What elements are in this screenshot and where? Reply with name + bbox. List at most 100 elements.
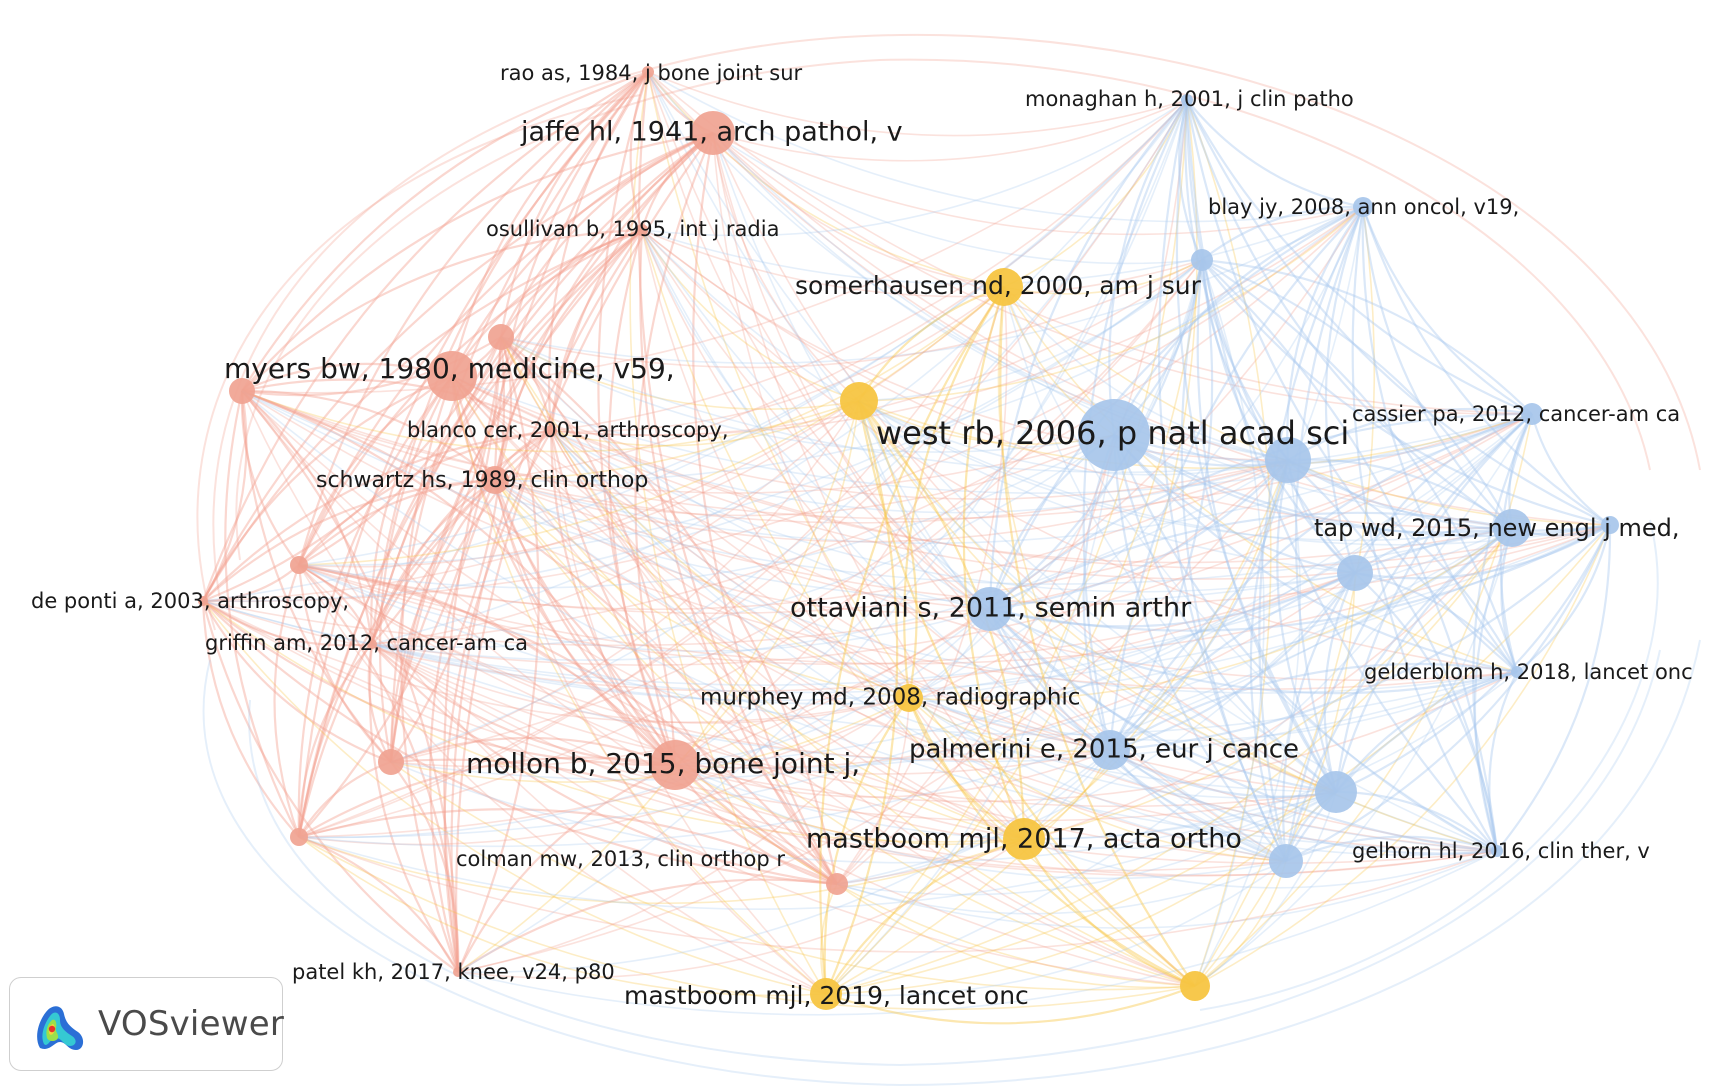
link-somerhausen-mastboom2017 (962, 286, 1026, 840)
link-somerhausen-gelderblom (1003, 286, 1518, 673)
link-griffin-patel (368, 643, 459, 973)
link-blanco-gelhorn (550, 430, 1498, 852)
link-r_left2-r_left4 (273, 564, 301, 838)
link-jaffe-r_osul2 (500, 131, 714, 338)
node-colman[interactable] (826, 873, 848, 895)
node-b_low[interactable] (1269, 844, 1303, 878)
link-b_mid-b_lowmid (1323, 572, 1356, 793)
node-cassier[interactable] (1521, 403, 1543, 425)
node-b_big2[interactable] (1265, 437, 1311, 483)
link-jaffe-schwartz (493, 132, 714, 481)
node-b_mid[interactable] (1337, 555, 1373, 591)
link-y_bottomright-blay (1194, 206, 1376, 987)
node-west[interactable] (1078, 399, 1150, 471)
link-gelhorn-b_big2 (1287, 459, 1499, 852)
link-schwartz-west (494, 434, 1115, 517)
node-schwartz[interactable] (481, 466, 509, 494)
link-r_left2-cassier (298, 413, 1533, 615)
node-ottaviani[interactable] (968, 587, 1012, 631)
node-mastboom2017[interactable] (1003, 818, 1045, 860)
link-b_mid-b_right (1354, 524, 1611, 580)
link-r_left4-b_big2 (298, 459, 1289, 838)
node-mastboom2019[interactable] (810, 978, 842, 1010)
link-myers-r_left2 (297, 375, 453, 566)
node-palmerini[interactable] (1090, 730, 1130, 770)
node-mollon[interactable] (650, 740, 700, 790)
node-b_right[interactable] (1601, 516, 1619, 534)
node-griffin[interactable] (367, 639, 377, 649)
node-label-somerhausen: somerhausen nd, 2000, am j sur (795, 271, 1202, 300)
link-myers-gelhorn (451, 375, 1498, 852)
link-griffin-b_right (371, 524, 1611, 705)
link-griffin-west (371, 434, 1115, 648)
link-jaffe-somerhausen (712, 132, 1005, 288)
link-rao-ottaviani (647, 71, 991, 610)
link-blanco-gelderblom (550, 430, 1518, 681)
link-y_center-b_right (858, 400, 1611, 546)
node-r_left4[interactable] (290, 828, 308, 846)
node-monaghan[interactable] (1181, 94, 1193, 106)
link-mastboom2019-b_small1 (825, 259, 1203, 995)
link-r_left3-y_bottomright (390, 761, 1196, 991)
link-r_left2-ottaviani (298, 564, 991, 652)
node-murphey[interactable] (895, 684, 923, 712)
node-tap[interactable] (1493, 509, 1531, 547)
link-jaffe-b_lowmid (712, 132, 1337, 793)
link-blay-b_mid (1324, 206, 1365, 574)
link-r_osul2-blay (500, 206, 1364, 364)
node-b_lowmid[interactable] (1315, 771, 1357, 813)
node-osullivan[interactable] (636, 224, 648, 236)
node-somerhausen[interactable] (985, 268, 1023, 306)
node-rao[interactable] (642, 66, 654, 78)
link-palmerini-b_low (1109, 749, 1287, 863)
link-deponti-griffin (202, 600, 373, 647)
link-gelhorn-b_small1 (1201, 259, 1499, 852)
link-mastboom2019-b_lowmid (825, 791, 1337, 995)
link-somerhausen-b_big2 (1003, 286, 1289, 461)
node-y_center[interactable] (840, 382, 878, 420)
link-r_osul2-ottaviani (500, 336, 991, 610)
link-patel-murphey (457, 697, 910, 973)
link-mollon-ottaviani (674, 608, 991, 766)
link-jaffe-tap (712, 132, 1513, 529)
link-colman-r_left3 (390, 758, 838, 885)
link-mollon-monaghan (674, 99, 1188, 766)
link-mastboom2017-mastboom2019 (825, 837, 1025, 995)
link-murphey-b_low (908, 697, 1287, 862)
link-osullivan-gelderblom (641, 229, 1518, 673)
node-label-gelderblom: gelderblom h, 2018, lancet onc (1364, 660, 1693, 684)
node-myers[interactable] (427, 351, 477, 401)
link-tap-b_low (1284, 527, 1513, 862)
link-gelhorn-b_low (1285, 835, 1498, 863)
link-palmerini-b_small1 (1109, 259, 1214, 751)
link-y_bottomright-b_lowmid (1194, 791, 1337, 987)
link-colman-y_bottomright (836, 883, 1196, 989)
link-r_left1-r_left4 (224, 390, 300, 838)
link-colman-b_mid (836, 572, 1356, 885)
link-mollon-mastboom2017 (674, 764, 1025, 846)
node-r_left2[interactable] (290, 556, 308, 574)
node-r_left3[interactable] (378, 749, 404, 775)
node-patel[interactable] (453, 967, 463, 977)
link-gelderblom-palmerini (1109, 662, 1518, 751)
link-jaffe-cassier (712, 132, 1533, 415)
node-r_left1[interactable] (229, 378, 255, 404)
node-jaffe[interactable] (691, 111, 735, 155)
node-blay[interactable] (1353, 197, 1373, 217)
node-b_small1[interactable] (1191, 249, 1213, 271)
link-colman-monaghan (836, 99, 1188, 885)
link-schwartz-colman (493, 479, 838, 885)
link-myers-y_bottomright (451, 375, 1196, 987)
node-blanco[interactable] (545, 425, 557, 437)
node-gelderblom[interactable] (1511, 666, 1523, 678)
node-gelhorn[interactable] (1491, 845, 1503, 857)
link-mastboom2017-b_lowmid (1023, 791, 1337, 850)
node-y_bottomright[interactable] (1180, 971, 1210, 1001)
link-mollon-gelderblom (674, 671, 1518, 803)
link-r_left2-b_mid (298, 564, 1356, 665)
link-r_left3-monaghan (390, 99, 1188, 763)
node-r_osul2[interactable] (488, 324, 514, 350)
node-deponti[interactable] (198, 596, 208, 606)
link-r_left2-b_big2 (298, 459, 1289, 611)
link-deponti-b_mid (202, 572, 1356, 692)
